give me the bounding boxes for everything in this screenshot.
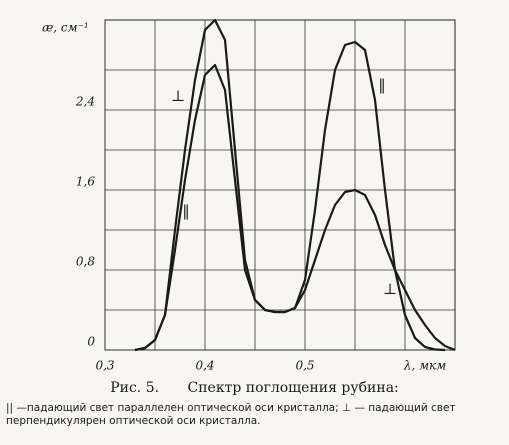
figure-title: Спектр поглощения рубина:	[187, 380, 399, 396]
x-axis-label: λ, мкм	[403, 359, 446, 373]
x-tick-label: 0,4	[195, 359, 214, 373]
curve-label: ‖	[182, 202, 190, 220]
y-tick-label: 0,8	[76, 255, 95, 269]
x-tick-label: 0,3	[95, 359, 114, 373]
y-axis-label: æ, см⁻¹	[42, 21, 89, 35]
y-tick-label: 1,6	[76, 175, 95, 189]
curve-label: ⊥	[171, 87, 185, 105]
curve	[134, 18, 446, 352]
caption-title-line: Рис. 5. Спектр поглощения рубина:	[0, 380, 509, 396]
caption-text: || —падающий свет параллелен оптической …	[6, 402, 456, 427]
chart: æ, см⁻¹ 0,3 0,4 0,5 λ, мкм 0 0,8 1,6 2,4 ⊥ ‖ ‖ ⊥	[42, 18, 456, 373]
x-tick-label: 0,5	[295, 359, 314, 373]
curve	[134, 63, 456, 352]
curve-label: ‖	[378, 76, 386, 94]
y-tick-label: 0	[87, 335, 95, 349]
figure-number: Рис. 5.	[110, 380, 160, 396]
y-tick-label: 2,4	[75, 95, 95, 109]
curve-label: ⊥	[383, 280, 397, 298]
